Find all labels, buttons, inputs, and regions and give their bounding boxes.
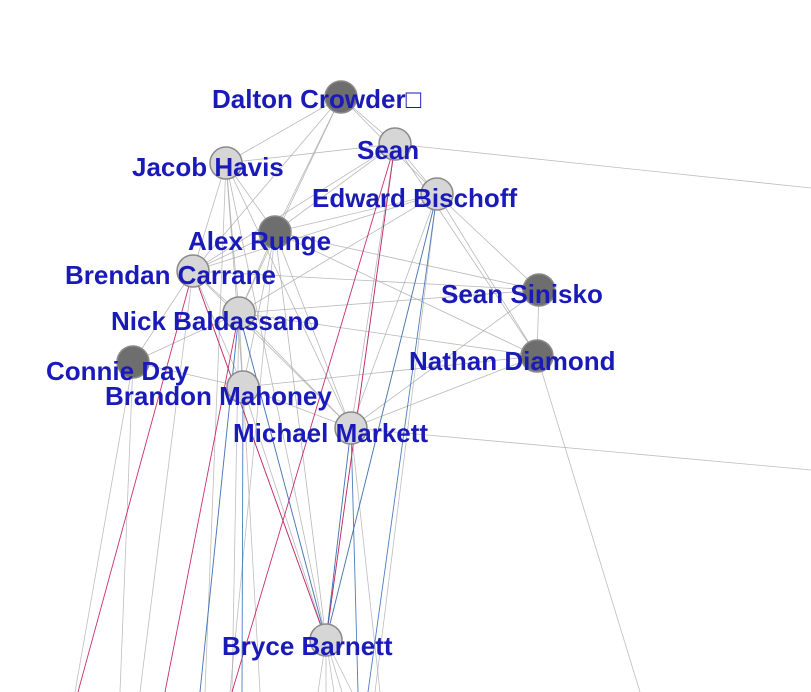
node-label-seans: Sean Sinisko <box>441 279 603 309</box>
colored-edge-brendan-bryce <box>192 270 327 641</box>
edge-edward-alex <box>274 193 438 233</box>
node-dalton[interactable] <box>324 80 358 114</box>
edge-jacob-brendan <box>192 162 227 272</box>
node-connie[interactable] <box>116 345 150 379</box>
edge-brandon-bryce <box>242 386 327 641</box>
edge-nick-michael <box>238 312 352 429</box>
edge-offscreen-edward-16 <box>374 193 438 692</box>
edge-sean-michael <box>350 143 396 429</box>
edge-brandon-nathan <box>242 355 538 388</box>
node-label-connie: Connie Day <box>46 356 190 386</box>
colored-edge-sean-bryce <box>325 143 396 641</box>
edge-edward-michael <box>350 193 438 429</box>
colored-edge-offscreen-sean-0 <box>231 143 396 692</box>
node-edward[interactable] <box>420 177 454 211</box>
colored-edge-offscreen-nick-2 <box>164 312 240 692</box>
node-label-nathan: Nathan Diamond <box>409 346 616 376</box>
node-jacob[interactable] <box>209 146 243 180</box>
edge-offscreen-brandon-7 <box>242 386 261 692</box>
node-seans[interactable] <box>522 273 556 307</box>
edge-offscreen-connie-4 <box>74 361 134 692</box>
edge-offscreen-michael-15 <box>350 427 381 692</box>
edge-offscreen-sean-0 <box>394 143 811 189</box>
edge-nick-nathan <box>238 312 538 357</box>
edge-sean-brendan <box>192 143 396 272</box>
edge-brendan-seans <box>192 270 540 291</box>
node-nick[interactable] <box>222 296 256 330</box>
labels-layer: Dalton Crowder□ Sean Jacob Havis Edward Bis… <box>46 84 616 661</box>
edge-sean-jacob <box>225 143 396 164</box>
edge-alex-seans <box>274 231 540 291</box>
colored-edge-offscreen-edward-3 <box>367 193 438 692</box>
edge-edward-nick <box>238 193 438 314</box>
edge-edward-nathan <box>436 193 538 357</box>
colored-edge-offscreen-brandon-6 <box>241 386 244 692</box>
edge-brendan-brandon <box>192 270 244 388</box>
edge-jacob-michael <box>225 162 352 429</box>
colored-edge-offscreen-michael-5 <box>350 427 359 692</box>
edge-dalton-brendan <box>192 96 342 272</box>
edge-alex-nathan <box>274 231 538 357</box>
node-label-alex: Alex Runge <box>188 226 331 256</box>
edge-sean-nathan <box>394 143 538 357</box>
colored-edge-offscreen-brendan-1 <box>77 270 194 692</box>
offscreen-edges-layer <box>74 143 811 692</box>
edge-alex-bryce <box>274 231 327 641</box>
edge-michael-seans <box>350 289 540 429</box>
edge-offscreen-brendan-5 <box>139 270 194 692</box>
nodes-layer <box>116 80 556 657</box>
edge-nick-seans <box>238 289 540 314</box>
node-label-sean: Sean <box>357 135 419 165</box>
edge-offscreen-jacob-8 <box>204 162 227 692</box>
edge-brendan-michael <box>192 270 352 429</box>
colored-edge-nick-bryce <box>238 312 327 641</box>
node-label-brandon: Brandon Mahoney <box>105 381 332 411</box>
edge-sean-alex <box>274 143 396 233</box>
node-label-edward: Edward Bischoff <box>312 183 517 213</box>
node-brandon[interactable] <box>226 370 260 404</box>
edge-jacob-brandon <box>225 162 244 388</box>
edge-offscreen-alex-9 <box>229 231 276 692</box>
edge-offscreen-nathan-2 <box>536 355 641 692</box>
edge-offscreen-michael-1 <box>350 427 811 471</box>
edge-nick-connie <box>132 312 240 363</box>
node-label-nick: Nick Baldassano <box>111 306 319 336</box>
edge-edward-brendan <box>192 193 438 272</box>
node-label-brendan: Brendan Carrane <box>65 260 276 290</box>
node-michael[interactable] <box>334 411 368 445</box>
edge-edward-seans <box>436 193 540 291</box>
edge-brendan-connie <box>132 270 194 363</box>
node-sean[interactable] <box>378 127 412 161</box>
node-label-michael: Michael Markett <box>233 418 428 448</box>
node-label-jacob: Jacob Havis <box>132 152 284 182</box>
node-label-dalton: Dalton Crowder□ <box>212 84 422 114</box>
edge-dalton-jacob <box>225 96 342 164</box>
edge-jacob-bryce <box>225 162 327 641</box>
node-brendan[interactable] <box>176 254 210 288</box>
edge-alex-michael <box>274 231 352 429</box>
colored-edge-michael-bryce <box>325 427 352 641</box>
edge-alex-brandon <box>242 231 276 388</box>
node-nathan[interactable] <box>520 339 554 373</box>
edge-offscreen-connie-3 <box>119 361 134 692</box>
colored-edge-edward-bryce <box>325 193 438 641</box>
node-alex[interactable] <box>258 215 292 249</box>
node-bryce[interactable] <box>309 623 343 657</box>
node-label-bryce: Bryce Barnett <box>222 631 393 661</box>
edge-connie-brandon <box>132 361 244 388</box>
edge-dalton-nick <box>238 96 342 314</box>
